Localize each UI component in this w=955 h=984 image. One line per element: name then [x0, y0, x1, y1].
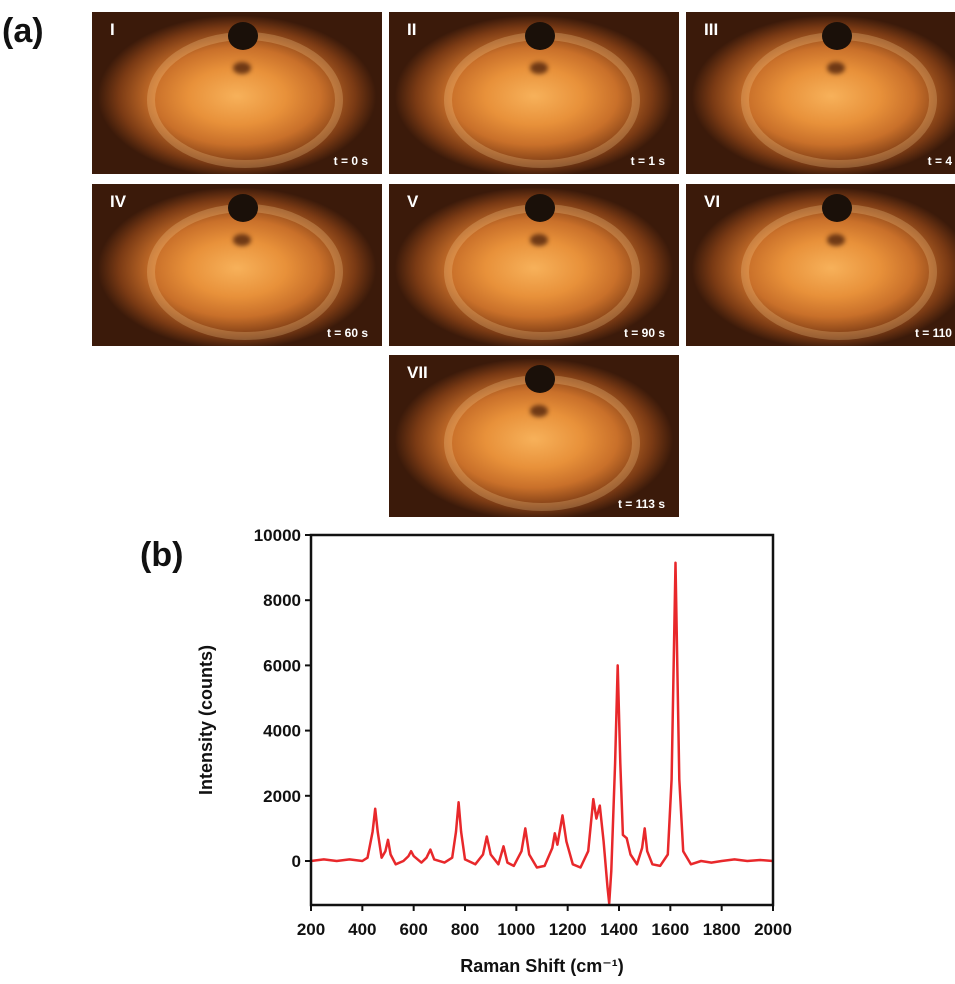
- y-tick-label: 0: [292, 852, 301, 871]
- shadow: [827, 234, 845, 246]
- x-tick-label: 1400: [600, 920, 638, 939]
- panel-label: (b): [140, 536, 184, 574]
- frame-label: II: [407, 20, 417, 39]
- ring: [147, 204, 343, 340]
- frame-label: I: [110, 20, 115, 39]
- video-frame: II t = 1 s: [389, 12, 679, 174]
- shadow: [530, 234, 548, 246]
- ring: [444, 204, 640, 340]
- y-tick-label: 4000: [263, 722, 301, 741]
- plot-frame: [309, 533, 775, 907]
- y-axis-label: Intensity (counts): [196, 645, 216, 795]
- frame-label: IV: [110, 192, 127, 211]
- frame-time: t = 60 s: [326, 326, 368, 340]
- video-frame: III t = 4 s: [686, 12, 955, 174]
- droplet: [228, 194, 258, 222]
- ring: [741, 32, 937, 168]
- shadow: [233, 234, 251, 246]
- x-tick-label: 1600: [651, 920, 689, 939]
- shadow: [827, 62, 845, 74]
- frame-time: t = 0 s: [333, 154, 368, 168]
- x-tick-label: 400: [348, 920, 376, 939]
- y-tick-label: 8000: [263, 591, 301, 610]
- x-tick-label: 2000: [754, 920, 792, 939]
- shadow: [233, 62, 251, 74]
- y-tick-label: 10000: [254, 526, 301, 545]
- panel-label: (a): [2, 12, 44, 50]
- ring: [444, 375, 640, 511]
- shadow: [530, 62, 548, 74]
- ring: [444, 32, 640, 168]
- ring: [147, 32, 343, 168]
- droplet: [822, 22, 852, 50]
- y-tick-label: 2000: [263, 787, 301, 806]
- droplet: [525, 365, 555, 393]
- x-tick-label: 1800: [703, 920, 741, 939]
- x-tick-label: 200: [297, 920, 325, 939]
- frame-time: t = 90 s: [623, 326, 665, 340]
- frame-label: VII: [407, 363, 428, 382]
- frame-label: III: [704, 20, 719, 39]
- spectrum-line: [310, 561, 774, 905]
- frame-label: V: [407, 192, 419, 211]
- video-frame: IV t = 60 s: [92, 184, 382, 346]
- droplet: [525, 22, 555, 50]
- shadow: [530, 405, 548, 417]
- droplet: [228, 22, 258, 50]
- frame-time: t = 1 s: [630, 154, 665, 168]
- x-axis-label: Raman Shift (cm⁻¹): [460, 956, 624, 976]
- x-tick-label: 1000: [497, 920, 535, 939]
- x-tick-label: 600: [399, 920, 427, 939]
- video-frame: VII t = 113 s: [389, 355, 679, 517]
- x-tick-label: 1200: [549, 920, 587, 939]
- y-tick-label: 6000: [263, 656, 301, 675]
- droplet: [525, 194, 555, 222]
- frame-label: VI: [704, 192, 721, 211]
- droplet: [822, 194, 852, 222]
- frame-time: t = 113 s: [617, 497, 665, 511]
- video-frame: VI t = 110 s: [686, 184, 955, 346]
- frame-time: t = 110 s: [914, 326, 955, 340]
- frame-time: t = 4 s: [927, 154, 955, 168]
- x-tick-label: 800: [451, 920, 479, 939]
- ring: [741, 204, 937, 340]
